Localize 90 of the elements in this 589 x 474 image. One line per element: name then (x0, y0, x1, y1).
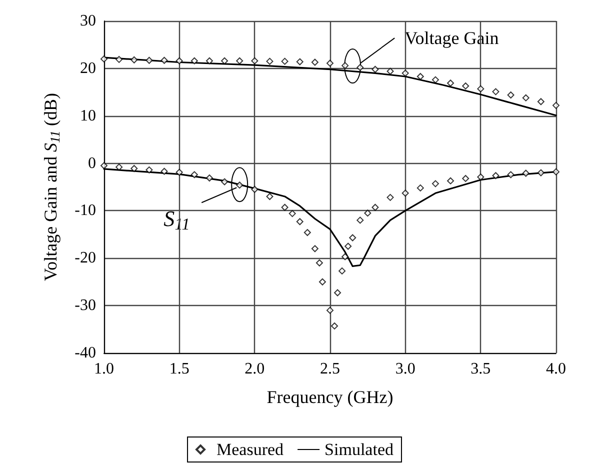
point (311, 245, 318, 252)
y-tick-label: 30 (80, 12, 96, 30)
point (160, 168, 168, 175)
x-tick-label: 3.0 (395, 360, 416, 378)
point (477, 85, 484, 92)
point (304, 229, 311, 236)
point (552, 102, 560, 109)
point (130, 165, 138, 172)
y-tick-label: -20 (74, 250, 96, 267)
point (507, 171, 514, 178)
point (477, 174, 484, 181)
y-tick-label: 0 (88, 154, 96, 172)
point (349, 234, 356, 242)
point (356, 64, 364, 71)
point (334, 289, 342, 296)
point (190, 171, 198, 178)
x-tick-label: 1.5 (169, 360, 190, 378)
point (266, 58, 274, 65)
y-tick-label: -40 (74, 344, 96, 362)
x-tick-label: 1.0 (94, 360, 114, 378)
point (318, 278, 326, 286)
point (386, 194, 394, 201)
point (190, 57, 198, 64)
point (507, 91, 514, 98)
point (206, 174, 213, 182)
point (364, 210, 372, 217)
point (372, 204, 379, 211)
point (100, 162, 108, 170)
point (416, 72, 424, 80)
x-tick-label: 2.0 (244, 360, 265, 378)
point (326, 306, 334, 314)
point (462, 174, 470, 182)
point (176, 57, 183, 64)
y-axis-title: Voltage Gain and S11 (dB) (40, 92, 62, 282)
point (331, 322, 338, 330)
point (432, 76, 439, 84)
point (522, 170, 530, 177)
point (537, 98, 544, 106)
point (342, 62, 349, 70)
point (402, 70, 409, 77)
point (288, 210, 296, 218)
legend-label: Measured (216, 440, 284, 459)
x-axis-title: Frequency (GHz) (266, 387, 394, 407)
point (146, 166, 153, 174)
point (492, 172, 500, 180)
point (160, 56, 168, 64)
point (416, 184, 424, 192)
legend-label: Simulated (324, 440, 394, 459)
point (296, 218, 304, 226)
point (251, 186, 258, 193)
point (522, 94, 530, 102)
point (296, 58, 304, 66)
x-tick-label: 4.0 (546, 360, 566, 378)
point (316, 259, 323, 266)
point (206, 57, 213, 64)
point (372, 66, 379, 73)
point (116, 164, 123, 171)
point (100, 55, 108, 62)
point (130, 56, 138, 64)
point (176, 168, 183, 176)
point (447, 177, 454, 184)
point (311, 58, 318, 66)
point (552, 168, 560, 176)
point (116, 56, 123, 63)
y-tick-label: -30 (74, 297, 96, 314)
point (402, 190, 409, 197)
point (326, 60, 334, 67)
point (251, 57, 258, 64)
point (492, 88, 500, 96)
point (266, 192, 274, 200)
point (432, 180, 439, 188)
y-tick-label: -10 (74, 202, 96, 220)
point (342, 253, 349, 260)
x-tick-label: 3.5 (470, 360, 491, 378)
x-tick-label: 2.5 (320, 360, 340, 378)
point (236, 57, 244, 64)
y-tick-label: 20 (80, 60, 96, 77)
point (221, 57, 228, 64)
point (356, 216, 364, 224)
point (537, 169, 544, 176)
y-tick-label: 10 (80, 107, 96, 124)
point (447, 80, 454, 87)
point (344, 242, 352, 250)
point (462, 82, 470, 90)
point (386, 68, 394, 75)
point (221, 178, 228, 186)
point (281, 204, 288, 211)
point (338, 267, 346, 274)
point (281, 58, 288, 65)
point (146, 56, 153, 64)
